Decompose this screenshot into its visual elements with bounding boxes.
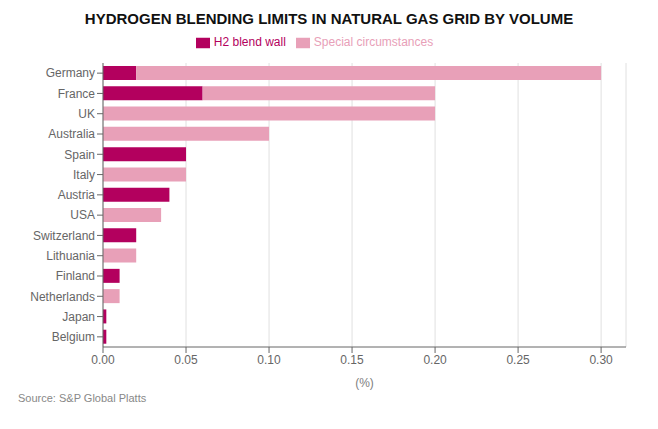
svg-text:Netherlands: Netherlands — [30, 290, 95, 304]
svg-text:Japan: Japan — [62, 310, 95, 324]
svg-text:UK: UK — [78, 107, 95, 121]
svg-text:USA: USA — [70, 208, 95, 222]
svg-text:Germany: Germany — [46, 66, 95, 80]
html-text:Source: S&P Global Platts: Source: S&P Global Platts — [18, 392, 147, 404]
svg-text:Switzerland: Switzerland — [33, 229, 95, 243]
svg-text:Finland: Finland — [56, 269, 95, 283]
svg-text:Austria: Austria — [58, 188, 96, 202]
svg-text:0.05: 0.05 — [174, 353, 198, 367]
html-text:Special circumstances: Special circumstances — [313, 35, 434, 49]
svg-text:0.20: 0.20 — [423, 353, 447, 367]
svg-text:0.25: 0.25 — [506, 353, 530, 367]
svg-text:(%): (%) — [355, 376, 374, 390]
svg-text:Australia: Australia — [48, 127, 95, 141]
svg-text:Spain: Spain — [64, 148, 95, 162]
svg-text:Italy: Italy — [73, 168, 95, 182]
svg-text:0.30: 0.30 — [589, 353, 613, 367]
svg-text:0.00: 0.00 — [91, 353, 115, 367]
svg-text:France: France — [58, 87, 96, 101]
svg-text:0.10: 0.10 — [257, 353, 281, 367]
svg-text:0.15: 0.15 — [340, 353, 364, 367]
svg-text:Belgium: Belgium — [52, 330, 95, 344]
svg-text:Lithuania: Lithuania — [46, 249, 95, 263]
html-text:H2 blend wall: H2 blend wall — [213, 35, 286, 49]
html-text:HYDROGEN BLENDING LIMITS IN NA: HYDROGEN BLENDING LIMITS IN NATURAL GAS … — [84, 10, 574, 27]
